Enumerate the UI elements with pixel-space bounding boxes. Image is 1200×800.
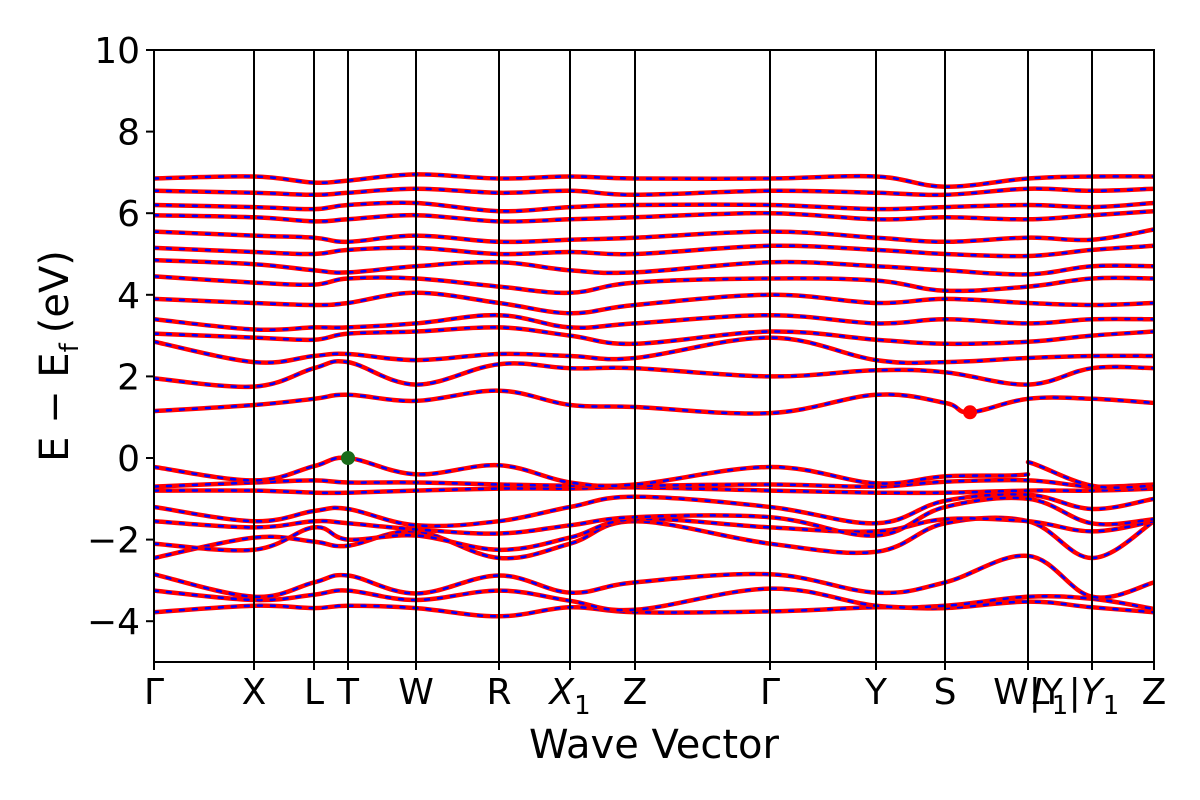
band-14-overlay xyxy=(154,326,1154,346)
band-20-overlay xyxy=(154,228,1154,244)
band-21-overlay xyxy=(154,209,1154,223)
y-tick-label: −4 xyxy=(87,602,140,643)
markers-layer xyxy=(341,405,977,465)
vbm-marker xyxy=(341,451,355,465)
band-15-overlay xyxy=(154,313,1154,332)
y-axis-title-main: E − E xyxy=(32,352,78,462)
x-axis-ticks: Γ X L T W R X1 Z Γ Y S W|YL1 |Y1 Z xyxy=(144,662,1166,721)
y-tick-label: 4 xyxy=(117,276,140,317)
x-tick-label-15: Z xyxy=(1142,672,1167,713)
band-2-overlay xyxy=(154,587,1154,612)
band-24-overlay xyxy=(154,173,1154,188)
band-18-line xyxy=(154,257,1154,277)
band-17-overlay xyxy=(154,275,1154,295)
band-6-overlay xyxy=(154,496,1154,537)
x-tick-label-10: Y xyxy=(864,672,888,713)
kpath-lines-layer xyxy=(253,50,1093,662)
x-tick-label-14: |Y1 xyxy=(1069,672,1120,721)
band-20-line xyxy=(154,227,1154,245)
x-tick-label-9: Γ xyxy=(760,672,780,713)
cbm-marker xyxy=(963,405,977,420)
bands-layer xyxy=(154,172,1154,619)
band-11-line xyxy=(154,388,1154,416)
band-10-overlay xyxy=(154,456,1154,489)
x-tick-label-1: Γ xyxy=(144,672,164,713)
x-axis-title: Wave Vector xyxy=(529,722,780,768)
x-tick-label-4: T xyxy=(336,672,360,713)
plot-frame xyxy=(153,49,1155,663)
band-24-line xyxy=(154,172,1154,189)
band-22-line xyxy=(154,200,1154,214)
band-8-line xyxy=(154,485,1154,496)
band-19-line xyxy=(154,243,1154,259)
band-17-line xyxy=(154,274,1154,296)
y-axis-title-sub: f xyxy=(55,342,85,352)
x-tick-label-13: L1 xyxy=(1032,672,1069,721)
y-tick-label: 8 xyxy=(117,113,140,154)
band-7-line xyxy=(154,492,1154,529)
band-13-overlay xyxy=(154,336,1154,365)
x-tick-label-5: W xyxy=(398,672,434,713)
band-23-line xyxy=(154,186,1154,198)
band-18-overlay xyxy=(154,258,1154,276)
x-tick-label-11: S xyxy=(934,672,957,713)
x-tick-label-2: X xyxy=(242,672,267,713)
x-tick-label-3: L xyxy=(304,672,324,713)
y-axis-title-unit: (eV) xyxy=(32,250,78,333)
band-16-line xyxy=(154,290,1154,316)
band-19-overlay xyxy=(154,244,1154,258)
x-tick-label-6: R xyxy=(486,672,511,713)
band-21-line xyxy=(154,208,1154,224)
x-tick-label-7: X1 xyxy=(547,672,590,721)
band-3-line xyxy=(154,553,1154,600)
band-12-line xyxy=(154,358,1154,390)
band-3-overlay xyxy=(154,554,1154,599)
band-12-overlay xyxy=(154,359,1154,389)
y-axis-title: E − Ef (eV) xyxy=(32,250,85,462)
y-tick-label: −2 xyxy=(87,521,140,562)
x-tick-label-8: Z xyxy=(623,672,648,713)
y-tick-label: 0 xyxy=(117,439,140,480)
x-tick-label-12: W|Y xyxy=(993,672,1064,713)
band-23-overlay xyxy=(154,187,1154,197)
band-5-overlay xyxy=(154,517,1154,552)
band-22-overlay xyxy=(154,201,1154,213)
y-tick-label: 2 xyxy=(117,357,140,398)
band-15-line xyxy=(154,312,1154,333)
y-tick-label: 10 xyxy=(94,31,140,72)
y-tick-label: 6 xyxy=(117,194,140,235)
y-axis-ticks: −4 −2 0 2 4 6 8 10 xyxy=(87,31,154,643)
